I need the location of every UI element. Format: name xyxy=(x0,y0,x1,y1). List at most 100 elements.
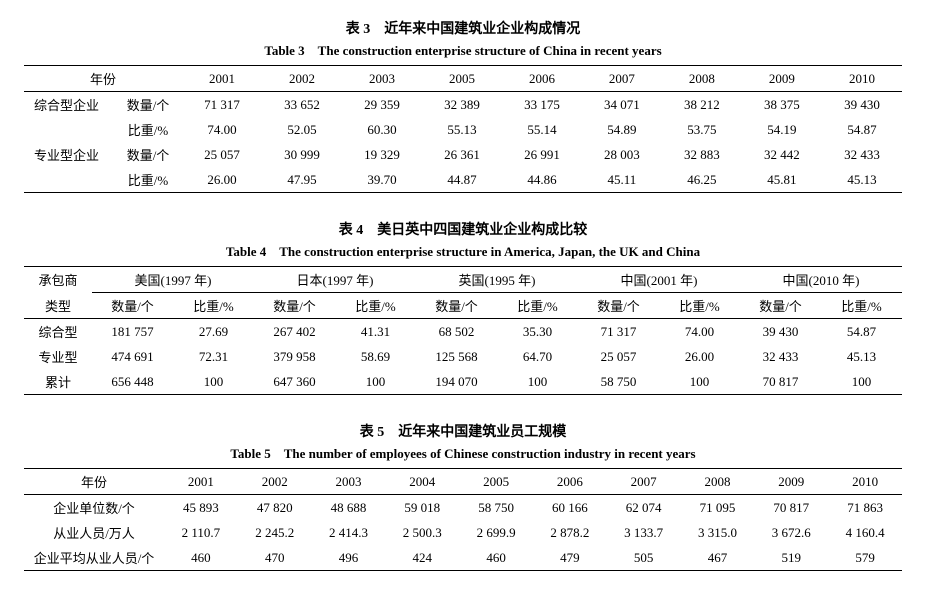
table3-cell: 34 071 xyxy=(582,92,662,118)
table5-cell: 424 xyxy=(385,545,459,571)
table-row: 综合型企业 数量/个 71 317 33 652 29 359 32 389 3… xyxy=(24,92,902,118)
table3-title-en: Table 3 The construction enterprise stru… xyxy=(24,40,902,59)
table3-cell: 32 442 xyxy=(742,142,822,167)
table3-cat: 综合型企业 xyxy=(24,92,114,118)
table-row: 累计 656 448 100 647 360 100 194 070 100 5… xyxy=(24,369,902,395)
table5-cell: 58 750 xyxy=(459,495,533,521)
table4-sub-qty: 数量/个 xyxy=(740,293,821,319)
table4-cell: 125 568 xyxy=(416,344,497,369)
table3-cell: 32 433 xyxy=(822,142,902,167)
table4-header-row2: 类型 数量/个 比重/% 数量/个 比重/% 数量/个 比重/% 数量/个 比重… xyxy=(24,293,902,319)
table5-cell: 48 688 xyxy=(312,495,386,521)
table4-cell: 647 360 xyxy=(254,369,335,395)
table5-block: 表 5 近年来中国建筑业员工规模 Table 5 The number of e… xyxy=(24,421,902,571)
table3-cat xyxy=(24,117,114,142)
table3-cell: 33 652 xyxy=(262,92,342,118)
table5-cell: 470 xyxy=(238,545,312,571)
table4-country: 美国(1997 年) xyxy=(92,267,254,293)
table3-cell: 54.19 xyxy=(742,117,822,142)
table3-cell: 38 375 xyxy=(742,92,822,118)
table3-block: 表 3 近年来中国建筑业企业构成情况 Table 3 The construct… xyxy=(24,18,902,193)
table5-rowlabel: 企业平均从业人员/个 xyxy=(24,545,164,571)
table4-rowlabel: 专业型 xyxy=(24,344,92,369)
table5-cell: 71 863 xyxy=(828,495,902,521)
table3-year-label: 年份 xyxy=(24,66,182,92)
table4-stub-bottom: 类型 xyxy=(24,293,92,319)
table5-year: 2002 xyxy=(238,469,312,495)
table5-rowlabel: 企业单位数/个 xyxy=(24,495,164,521)
table3-year: 2003 xyxy=(342,66,422,92)
table3-cell: 74.00 xyxy=(182,117,262,142)
table4-sub-pct: 比重/% xyxy=(335,293,416,319)
table5-cell: 496 xyxy=(312,545,386,571)
table5-cell: 460 xyxy=(164,545,238,571)
table3-year: 2010 xyxy=(822,66,902,92)
table4-stub-top: 承包商 xyxy=(24,267,92,293)
table4-cell: 58 750 xyxy=(578,369,659,395)
table3-cell: 30 999 xyxy=(262,142,342,167)
table3-cell: 54.87 xyxy=(822,117,902,142)
table4-cell: 39 430 xyxy=(740,319,821,345)
table3-year: 2008 xyxy=(662,66,742,92)
table3-metric: 数量/个 xyxy=(114,142,182,167)
table4-cell: 68 502 xyxy=(416,319,497,345)
table5-cell: 4 160.4 xyxy=(828,520,902,545)
table3-cell: 33 175 xyxy=(502,92,582,118)
table3-cell: 39.70 xyxy=(342,167,422,193)
table4-cell: 70 817 xyxy=(740,369,821,395)
table3-cell: 45.13 xyxy=(822,167,902,193)
table4-cell: 74.00 xyxy=(659,319,740,345)
table3-cell: 26 991 xyxy=(502,142,582,167)
table4-cell: 181 757 xyxy=(92,319,173,345)
table5-year: 2010 xyxy=(828,469,902,495)
table3-cell: 44.86 xyxy=(502,167,582,193)
table4-cell: 100 xyxy=(335,369,416,395)
table3-cell: 32 883 xyxy=(662,142,742,167)
table3-cell: 45.11 xyxy=(582,167,662,193)
table5-cell: 3 672.6 xyxy=(754,520,828,545)
table4-cell: 100 xyxy=(173,369,254,395)
table4-sub-pct: 比重/% xyxy=(659,293,740,319)
table4-cell: 32 433 xyxy=(740,344,821,369)
table5-title-cn: 表 5 近年来中国建筑业员工规模 xyxy=(24,421,902,441)
table3: 年份 2001 2002 2003 2005 2006 2007 2008 20… xyxy=(24,65,902,193)
table5-cell: 60 166 xyxy=(533,495,607,521)
table4-title-cn: 表 4 美日英中四国建筑业企业构成比较 xyxy=(24,219,902,239)
table4-cell: 35.30 xyxy=(497,319,578,345)
table5-cell: 519 xyxy=(754,545,828,571)
table5-cell: 3 315.0 xyxy=(681,520,755,545)
table3-cat: 专业型企业 xyxy=(24,142,114,167)
table-row: 企业平均从业人员/个 460 470 496 424 460 479 505 4… xyxy=(24,545,902,571)
table-row: 专业型 474 691 72.31 379 958 58.69 125 568 … xyxy=(24,344,902,369)
table5-cell: 3 133.7 xyxy=(607,520,681,545)
table4-sub-qty: 数量/个 xyxy=(578,293,659,319)
table4-cell: 26.00 xyxy=(659,344,740,369)
table3-cell: 29 359 xyxy=(342,92,422,118)
table5-year: 2004 xyxy=(385,469,459,495)
table3-cell: 55.13 xyxy=(422,117,502,142)
table5-year: 2008 xyxy=(681,469,755,495)
table4-sub-pct: 比重/% xyxy=(497,293,578,319)
table3-cell: 28 003 xyxy=(582,142,662,167)
table5-cell: 59 018 xyxy=(385,495,459,521)
table5-cell: 2 110.7 xyxy=(164,520,238,545)
table4-title-en: Table 4 The construction enterprise stru… xyxy=(24,241,902,260)
table3-title-cn: 表 3 近年来中国建筑业企业构成情况 xyxy=(24,18,902,38)
table4-sub-pct: 比重/% xyxy=(821,293,902,319)
table3-year: 2009 xyxy=(742,66,822,92)
table5-cell: 460 xyxy=(459,545,533,571)
table5-cell: 70 817 xyxy=(754,495,828,521)
table3-metric: 比重/% xyxy=(114,167,182,193)
table3-cell: 32 389 xyxy=(422,92,502,118)
table5-cell: 47 820 xyxy=(238,495,312,521)
table3-cell: 26 361 xyxy=(422,142,502,167)
table5-cell: 2 500.3 xyxy=(385,520,459,545)
table3-metric: 比重/% xyxy=(114,117,182,142)
table5-year: 2003 xyxy=(312,469,386,495)
table3-cat xyxy=(24,167,114,193)
table3-cell: 19 329 xyxy=(342,142,422,167)
table4-cell: 64.70 xyxy=(497,344,578,369)
table3-cell: 71 317 xyxy=(182,92,262,118)
table5-year: 2007 xyxy=(607,469,681,495)
table3-year: 2006 xyxy=(502,66,582,92)
